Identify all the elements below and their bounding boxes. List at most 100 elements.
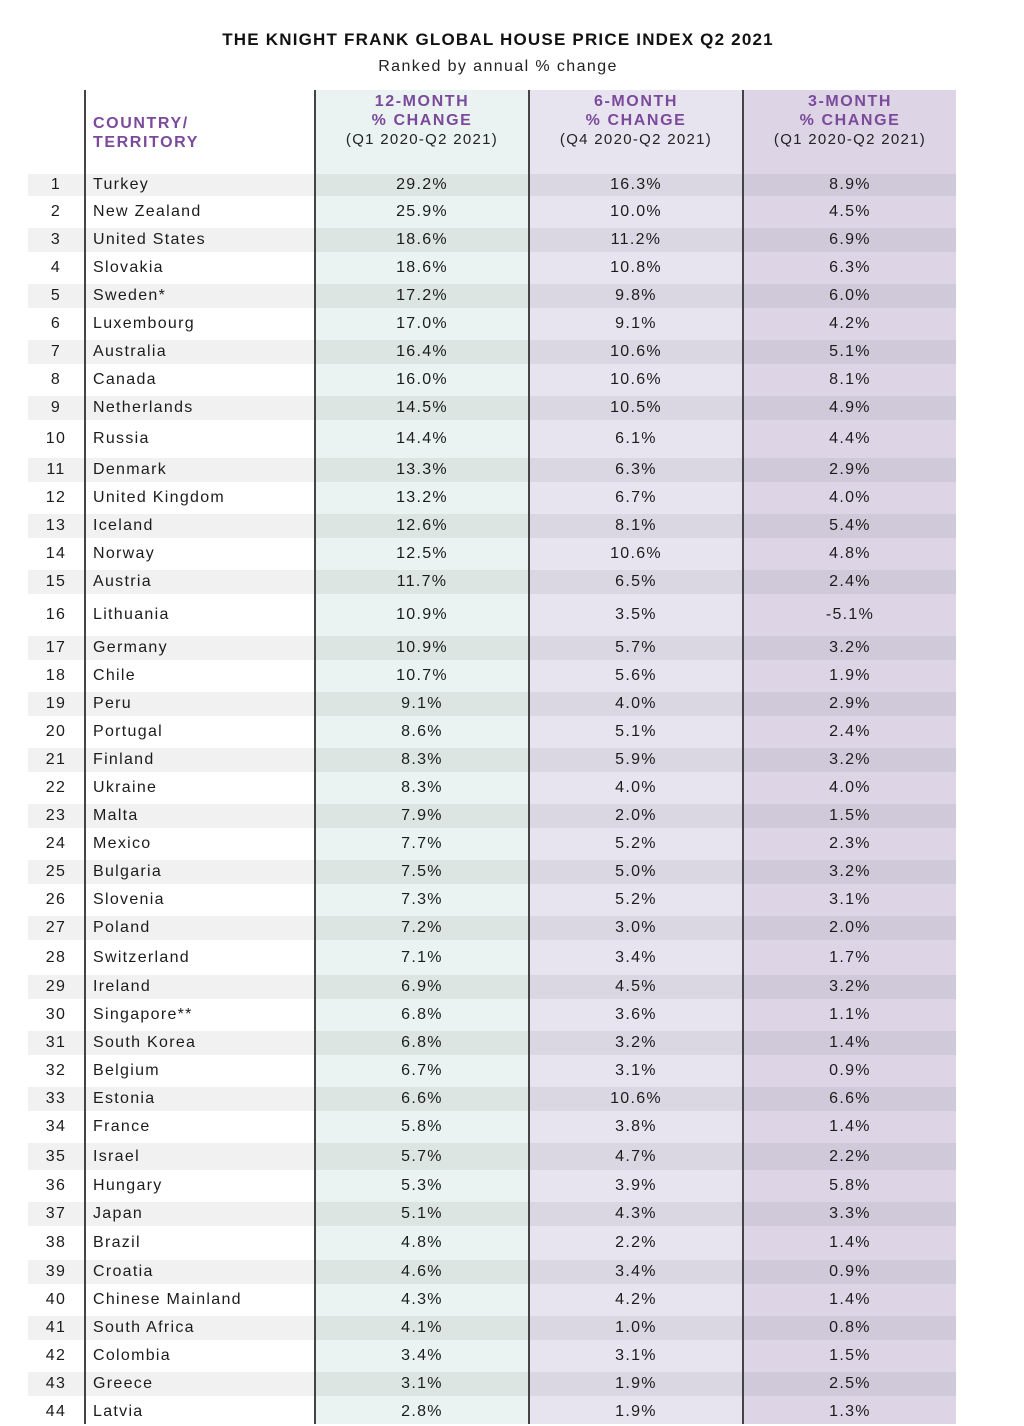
col-12-month-background (316, 90, 528, 1424)
rank-cell: 19 (45, 695, 67, 712)
row-band (28, 174, 956, 196)
change-6-month-cell: 10.6% (610, 371, 662, 388)
change-6-month-cell: 2.0% (615, 807, 657, 824)
change-3-month-cell: 2.4% (829, 573, 871, 590)
table-row: 3 United States 18.6% 11.2% 6.9% (0, 226, 1024, 254)
change-6-month-cell: 9.8% (615, 287, 657, 304)
table-row: 28 Switzerland 7.1% 3.4% 1.7% (0, 942, 1024, 973)
change-3-month-cell: 2.4% (829, 723, 871, 740)
change-6-month-cell: 4.0% (615, 779, 657, 796)
table-row: 41 South Africa 4.1% 1.0% 0.8% (0, 1314, 1024, 1342)
change-12-month-cell: 8.3% (401, 751, 443, 768)
change-6-month-cell: 10.6% (610, 1090, 662, 1107)
change-12-month-cell: 16.4% (396, 343, 448, 360)
rank-cell: 26 (45, 891, 67, 908)
change-3-month-cell: 4.8% (829, 545, 871, 562)
table-body: 1 Turkey 29.2% 16.3% 8.9% 2 New Zealand 25.9% 10… (0, 172, 1024, 1426)
change-3-month-cell: 5.4% (829, 517, 871, 534)
row-band (28, 228, 956, 252)
country-cell: Japan (93, 1205, 144, 1222)
table-row: 14 Norway 12.5% 10.6% 4.8% (0, 540, 1024, 568)
change-3-month-cell: 2.2% (829, 1147, 871, 1165)
header-12-month-line2: % CHANGE (371, 112, 473, 129)
country-cell: Chinese Mainland (93, 1291, 242, 1308)
change-6-month-cell: 4.2% (615, 1291, 657, 1308)
country-cell: New Zealand (93, 203, 202, 220)
rank-cell: 6 (50, 315, 62, 332)
country-cell: Israel (93, 1147, 140, 1165)
table-row: 29 Ireland 6.9% 4.5% 3.2% (0, 973, 1024, 1001)
rank-cell: 31 (45, 1034, 67, 1051)
change-6-month-cell: 5.2% (615, 891, 657, 908)
change-6-month-cell: 3.9% (615, 1177, 657, 1194)
table-row: 42 Colombia 3.4% 3.1% 1.5% (0, 1342, 1024, 1370)
table-row: 36 Hungary 5.3% 3.9% 5.8% (0, 1172, 1024, 1200)
rank-cell: 25 (45, 863, 67, 880)
rank-cell: 14 (45, 545, 67, 562)
change-3-month-cell: 2.3% (829, 835, 871, 852)
rank-cell: 22 (45, 779, 67, 796)
country-cell: Luxembourg (93, 315, 195, 332)
country-cell: Croatia (93, 1263, 154, 1280)
change-6-month-cell: 5.2% (615, 835, 657, 852)
change-3-month-cell: 0.9% (829, 1263, 871, 1280)
country-cell: Poland (93, 919, 151, 936)
change-6-month-cell: 3.6% (615, 1006, 657, 1023)
table-row: 10 Russia 14.4% 6.1% 4.4% (0, 422, 1024, 456)
change-12-month-cell: 4.8% (401, 1234, 443, 1251)
change-3-month-cell: 4.5% (829, 203, 871, 220)
country-cell: Mexico (93, 835, 152, 852)
divider-country-12-month (314, 90, 316, 1424)
country-cell: Ireland (93, 978, 152, 995)
change-12-month-cell: 17.2% (396, 287, 448, 304)
rank-cell: 7 (50, 343, 62, 360)
change-3-month-cell: 4.9% (829, 399, 871, 416)
change-6-month-cell: 1.9% (615, 1403, 657, 1420)
change-3-month-cell: 1.7% (829, 948, 871, 966)
rank-cell: 2 (50, 203, 62, 220)
country-cell: Switzerland (93, 948, 191, 966)
change-3-month-cell: 1.1% (829, 1006, 871, 1023)
rank-cell: 34 (45, 1118, 67, 1135)
rank-cell: 1 (50, 176, 62, 193)
col-6-month-background (530, 90, 742, 1424)
change-6-month-cell: 4.0% (615, 695, 657, 712)
change-12-month-cell: 7.2% (401, 919, 443, 936)
change-12-month-cell: 9.1% (401, 695, 443, 712)
change-12-month-cell: 18.6% (396, 231, 448, 248)
change-3-month-cell: 4.0% (829, 779, 871, 796)
change-12-month-cell: 2.8% (401, 1403, 443, 1420)
divider-12-month-6-month (528, 90, 530, 1424)
rank-cell: 23 (45, 807, 67, 824)
change-3-month-cell: 0.8% (829, 1319, 871, 1336)
change-6-month-cell: 10.6% (610, 343, 662, 360)
table-row: 32 Belgium 6.7% 3.1% 0.9% (0, 1057, 1024, 1085)
change-3-month-cell: 8.1% (829, 371, 871, 388)
table-row: 1 Turkey 29.2% 16.3% 8.9% (0, 172, 1024, 198)
change-12-month-cell: 10.9% (396, 606, 448, 623)
change-6-month-cell: 6.5% (615, 573, 657, 590)
table-row: 12 United Kingdom 13.2% 6.7% 4.0% (0, 484, 1024, 512)
table-row: 13 Iceland 12.6% 8.1% 5.4% (0, 512, 1024, 540)
table-row: 33 Estonia 6.6% 10.6% 6.6% (0, 1085, 1024, 1113)
row-band (28, 1202, 956, 1226)
change-3-month-cell: 2.0% (829, 919, 871, 936)
table-row: 23 Malta 7.9% 2.0% 1.5% (0, 802, 1024, 830)
header-country-territory: COUNTRY/ TERRITORY (93, 114, 303, 152)
rank-cell: 18 (45, 667, 67, 684)
change-12-month-cell: 8.6% (401, 723, 443, 740)
row-band (28, 1372, 956, 1396)
header-6-month-line1: 6-MONTH (593, 93, 679, 110)
change-6-month-cell: 2.2% (615, 1234, 657, 1251)
change-3-month-cell: 5.8% (829, 1177, 871, 1194)
header-12-month-line1: 12-MONTH (374, 93, 470, 110)
country-cell: Iceland (93, 517, 154, 534)
change-12-month-cell: 5.8% (401, 1118, 443, 1135)
rank-cell: 16 (45, 606, 67, 623)
rank-cell: 11 (46, 461, 66, 478)
rank-cell: 39 (45, 1263, 67, 1280)
table-row: 31 South Korea 6.8% 3.2% 1.4% (0, 1029, 1024, 1057)
change-6-month-cell: 10.8% (610, 259, 662, 276)
row-band (28, 975, 956, 999)
country-cell: Canada (93, 371, 157, 388)
